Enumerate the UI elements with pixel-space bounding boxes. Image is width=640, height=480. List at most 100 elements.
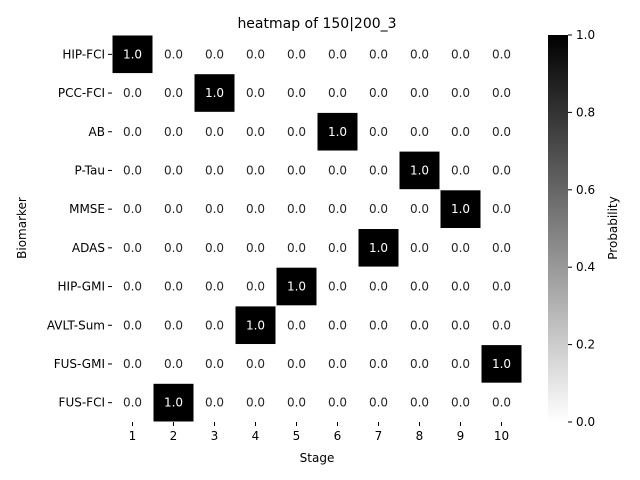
cell-value-label: 0.0 [164, 280, 183, 294]
cell-value-label: 0.0 [451, 357, 470, 371]
cell-value-label: 0.0 [164, 318, 183, 332]
heatmap-cell [111, 150, 154, 191]
heatmap-cell [480, 150, 523, 191]
y-tick-label: HIP-GMI [58, 280, 106, 294]
heatmap-cell [357, 73, 400, 113]
heatmap-cell [234, 73, 277, 113]
x-tick-label: 8 [416, 429, 424, 443]
cell-value-label: 0.0 [205, 241, 224, 255]
heatmap-cell [193, 228, 236, 268]
heatmap-cell [357, 382, 400, 423]
heatmap-cell [480, 266, 523, 307]
cell-value-label: 0.0 [287, 396, 306, 410]
cell-value-label: 0.0 [451, 163, 470, 177]
heatmap-cell [275, 344, 318, 384]
heatmap-cell [398, 73, 441, 113]
cell-value-label: 0.0 [369, 280, 388, 294]
colorbar-tick-label: 0.6 [576, 183, 595, 197]
cell-value-label: 0.0 [164, 163, 183, 177]
cell-value-label: 0.0 [287, 241, 306, 255]
cell-value-label: 0.0 [451, 47, 470, 61]
heatmap-cell [193, 344, 236, 384]
x-tick-label: 7 [375, 429, 383, 443]
cell-value-label: 0.0 [328, 318, 347, 332]
cell-value-label: 0.0 [369, 125, 388, 139]
heatmap-cell [234, 228, 277, 268]
x-tick-label: 3 [211, 429, 219, 443]
cell-value-label: 0.0 [205, 202, 224, 216]
cell-value-label: 0.0 [205, 163, 224, 177]
cell-value-label: 0.0 [287, 202, 306, 216]
cell-value-label: 0.0 [164, 357, 183, 371]
cell-value-label: 0.0 [492, 47, 511, 61]
cell-value-label: 0.0 [246, 47, 265, 61]
heatmap-cell [398, 344, 441, 384]
cell-value-label: 0.0 [369, 163, 388, 177]
heatmap-cell [234, 305, 277, 346]
heatmap-cell [398, 266, 441, 307]
heatmap-cell [398, 305, 441, 346]
cell-value-label: 0.0 [205, 280, 224, 294]
cell-value-label: 0.0 [492, 163, 511, 177]
colorbar [548, 35, 568, 422]
heatmap-cell [480, 34, 523, 75]
x-tick-label: 2 [170, 429, 178, 443]
heatmap-cell [275, 228, 318, 268]
cell-value-label: 0.0 [164, 202, 183, 216]
x-tick-label: 6 [334, 429, 342, 443]
heatmap-cell [480, 382, 523, 423]
cell-value-label: 0.0 [369, 202, 388, 216]
heatmap-cell [398, 111, 441, 152]
cell-value-label: 0.0 [328, 163, 347, 177]
heatmap-cell [439, 382, 482, 423]
cell-value-label: 0.0 [410, 280, 429, 294]
cell-value-label: 1.0 [123, 47, 142, 61]
y-tick-label: MMSE [69, 202, 105, 216]
heatmap-cell [480, 305, 523, 346]
cell-value-label: 1.0 [328, 125, 347, 139]
heatmap-cell [152, 34, 195, 75]
cell-value-label: 0.0 [369, 47, 388, 61]
cell-value-label: 0.0 [205, 396, 224, 410]
cell-value-label: 0.0 [123, 86, 142, 100]
y-tick-label: AVLT-Sum [47, 318, 105, 332]
heatmap-cell [439, 266, 482, 307]
chart-title: heatmap of 150|200_3 [237, 16, 396, 32]
heatmap-cell [398, 189, 441, 230]
heatmap-cell [152, 305, 195, 346]
heatmap-cell [152, 111, 195, 152]
cell-value-label: 0.0 [328, 357, 347, 371]
cell-value-label: 0.0 [246, 396, 265, 410]
heatmap-cell [357, 150, 400, 191]
x-tick-label: 5 [293, 429, 301, 443]
heatmap-cell [357, 111, 400, 152]
colorbar-tick-label: 0.4 [576, 260, 595, 274]
cell-value-label: 1.0 [205, 86, 224, 100]
cell-value-label: 0.0 [123, 125, 142, 139]
cell-value-label: 0.0 [328, 396, 347, 410]
cell-value-label: 0.0 [328, 86, 347, 100]
heatmap-cell [316, 73, 359, 113]
cell-value-label: 0.0 [492, 86, 511, 100]
cell-value-label: 0.0 [123, 280, 142, 294]
cell-value-label: 0.0 [287, 357, 306, 371]
y-tick-label: PCC-FCI [58, 86, 105, 100]
heatmap-cell [234, 266, 277, 307]
cell-value-label: 0.0 [328, 280, 347, 294]
cell-value-label: 0.0 [492, 241, 511, 255]
y-tick-label: FUS-GMI [54, 357, 105, 371]
heatmap-cell [316, 305, 359, 346]
cell-value-label: 0.0 [205, 125, 224, 139]
heatmap-cell [439, 305, 482, 346]
cell-value-label: 0.0 [123, 202, 142, 216]
heatmap-cell [316, 382, 359, 423]
heatmap-cell [439, 344, 482, 384]
heatmap-cell [275, 382, 318, 423]
cell-value-label: 0.0 [246, 86, 265, 100]
cell-value-label: 0.0 [492, 318, 511, 332]
cell-value-label: 0.0 [410, 241, 429, 255]
cell-value-label: 0.0 [123, 357, 142, 371]
cell-value-label: 1.0 [451, 202, 470, 216]
y-tick-label: P-Tau [74, 163, 105, 177]
